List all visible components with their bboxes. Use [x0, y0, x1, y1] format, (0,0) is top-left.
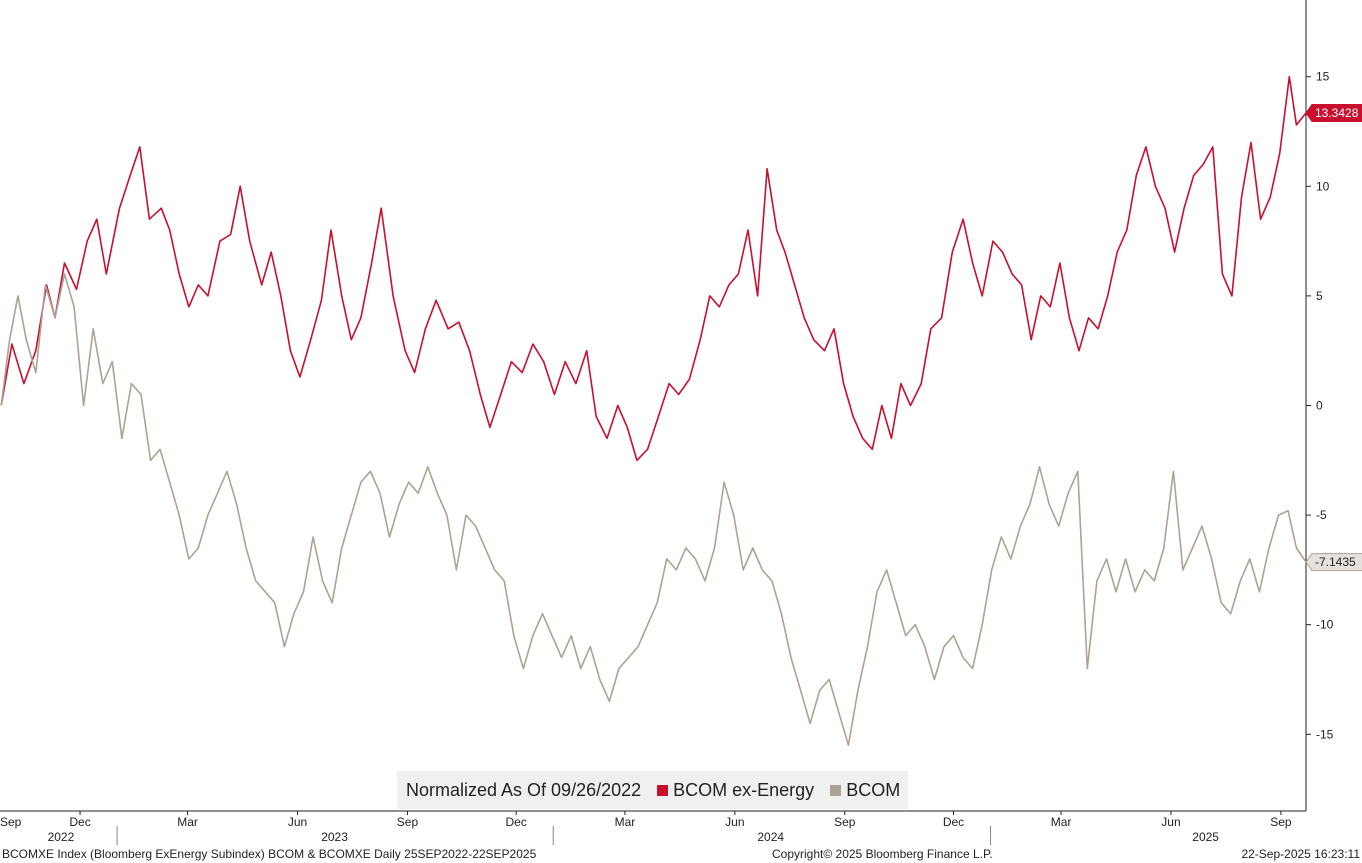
last-value-flag-shape [1305, 553, 1362, 572]
y-axis: 15 10 5 0 -5 -10 -15 [1306, 70, 1334, 741]
x-tick-label: Sep [1270, 815, 1292, 829]
last-value-labels: 13.3428 -7.1435 [1305, 104, 1362, 572]
series-line-bcom-ex-energy [0, 75, 1307, 462]
x-year-label: 2024 [757, 830, 784, 844]
y-tick-label: 10 [1316, 179, 1330, 193]
y-tick-label: 0 [1316, 399, 1323, 413]
footer-timestamp: 22-Sep-2025 16:23:11 [1241, 847, 1360, 861]
legend-label-bcom: BCOM [846, 779, 901, 800]
y-tick-label: -15 [1316, 727, 1334, 741]
x-year-label: 2023 [321, 830, 348, 844]
legend-normalized-label: Normalized As Of 09/26/2022 [406, 779, 642, 800]
last-value-text: -7.1435 [1315, 555, 1356, 569]
y-tick-label: 5 [1316, 289, 1323, 303]
x-tick-label: Mar [1051, 815, 1072, 829]
x-tick-label: Dec [943, 815, 964, 829]
x-tick-label: Dec [69, 815, 90, 829]
footer-copyright: Copyright© 2025 Bloomberg Finance L.P. [772, 847, 993, 861]
x-tick-label: Sep [0, 815, 22, 829]
y-tick-label: -5 [1316, 508, 1327, 522]
footer-description: BCOMXE Index (Bloomberg ExEnergy Subinde… [2, 847, 537, 861]
series-line-bcom [0, 273, 1307, 747]
x-tick-label: Sep [834, 815, 856, 829]
legend-swatch-bcom-ex-energy [657, 784, 669, 796]
last-value-flag-bcom: -7.1435 [1305, 553, 1362, 572]
y-tick-label: -10 [1316, 618, 1334, 632]
last-value-flag-bcom-ex-energy: 13.3428 [1305, 104, 1362, 123]
legend: Normalized As Of 09/26/2022 BCOM ex-Ener… [397, 771, 908, 809]
x-tick-label: Jun [725, 815, 744, 829]
y-tick-label: 15 [1316, 70, 1330, 84]
x-tick-label: Dec [506, 815, 527, 829]
plot-frame [0, 0, 1307, 812]
legend-label-bcom-ex-energy: BCOM ex-Energy [673, 779, 815, 800]
x-tick-label: Jun [1161, 815, 1180, 829]
x-year-label: 2022 [48, 830, 75, 844]
x-tick-label: Jun [288, 815, 307, 829]
x-axis: Sep Dec Mar Jun Sep Dec Mar Jun Sep Dec Mar Jun Sep 2… [0, 811, 1292, 845]
x-tick-label: Mar [177, 815, 198, 829]
x-tick-label: Mar [615, 815, 636, 829]
last-value-text: 13.3428 [1315, 106, 1359, 120]
series-layer [0, 75, 1307, 747]
x-tick-label: Sep [397, 815, 419, 829]
last-value-flag-shape [1305, 104, 1362, 123]
x-year-label: 2025 [1192, 830, 1219, 844]
legend-swatch-bcom [830, 784, 842, 796]
